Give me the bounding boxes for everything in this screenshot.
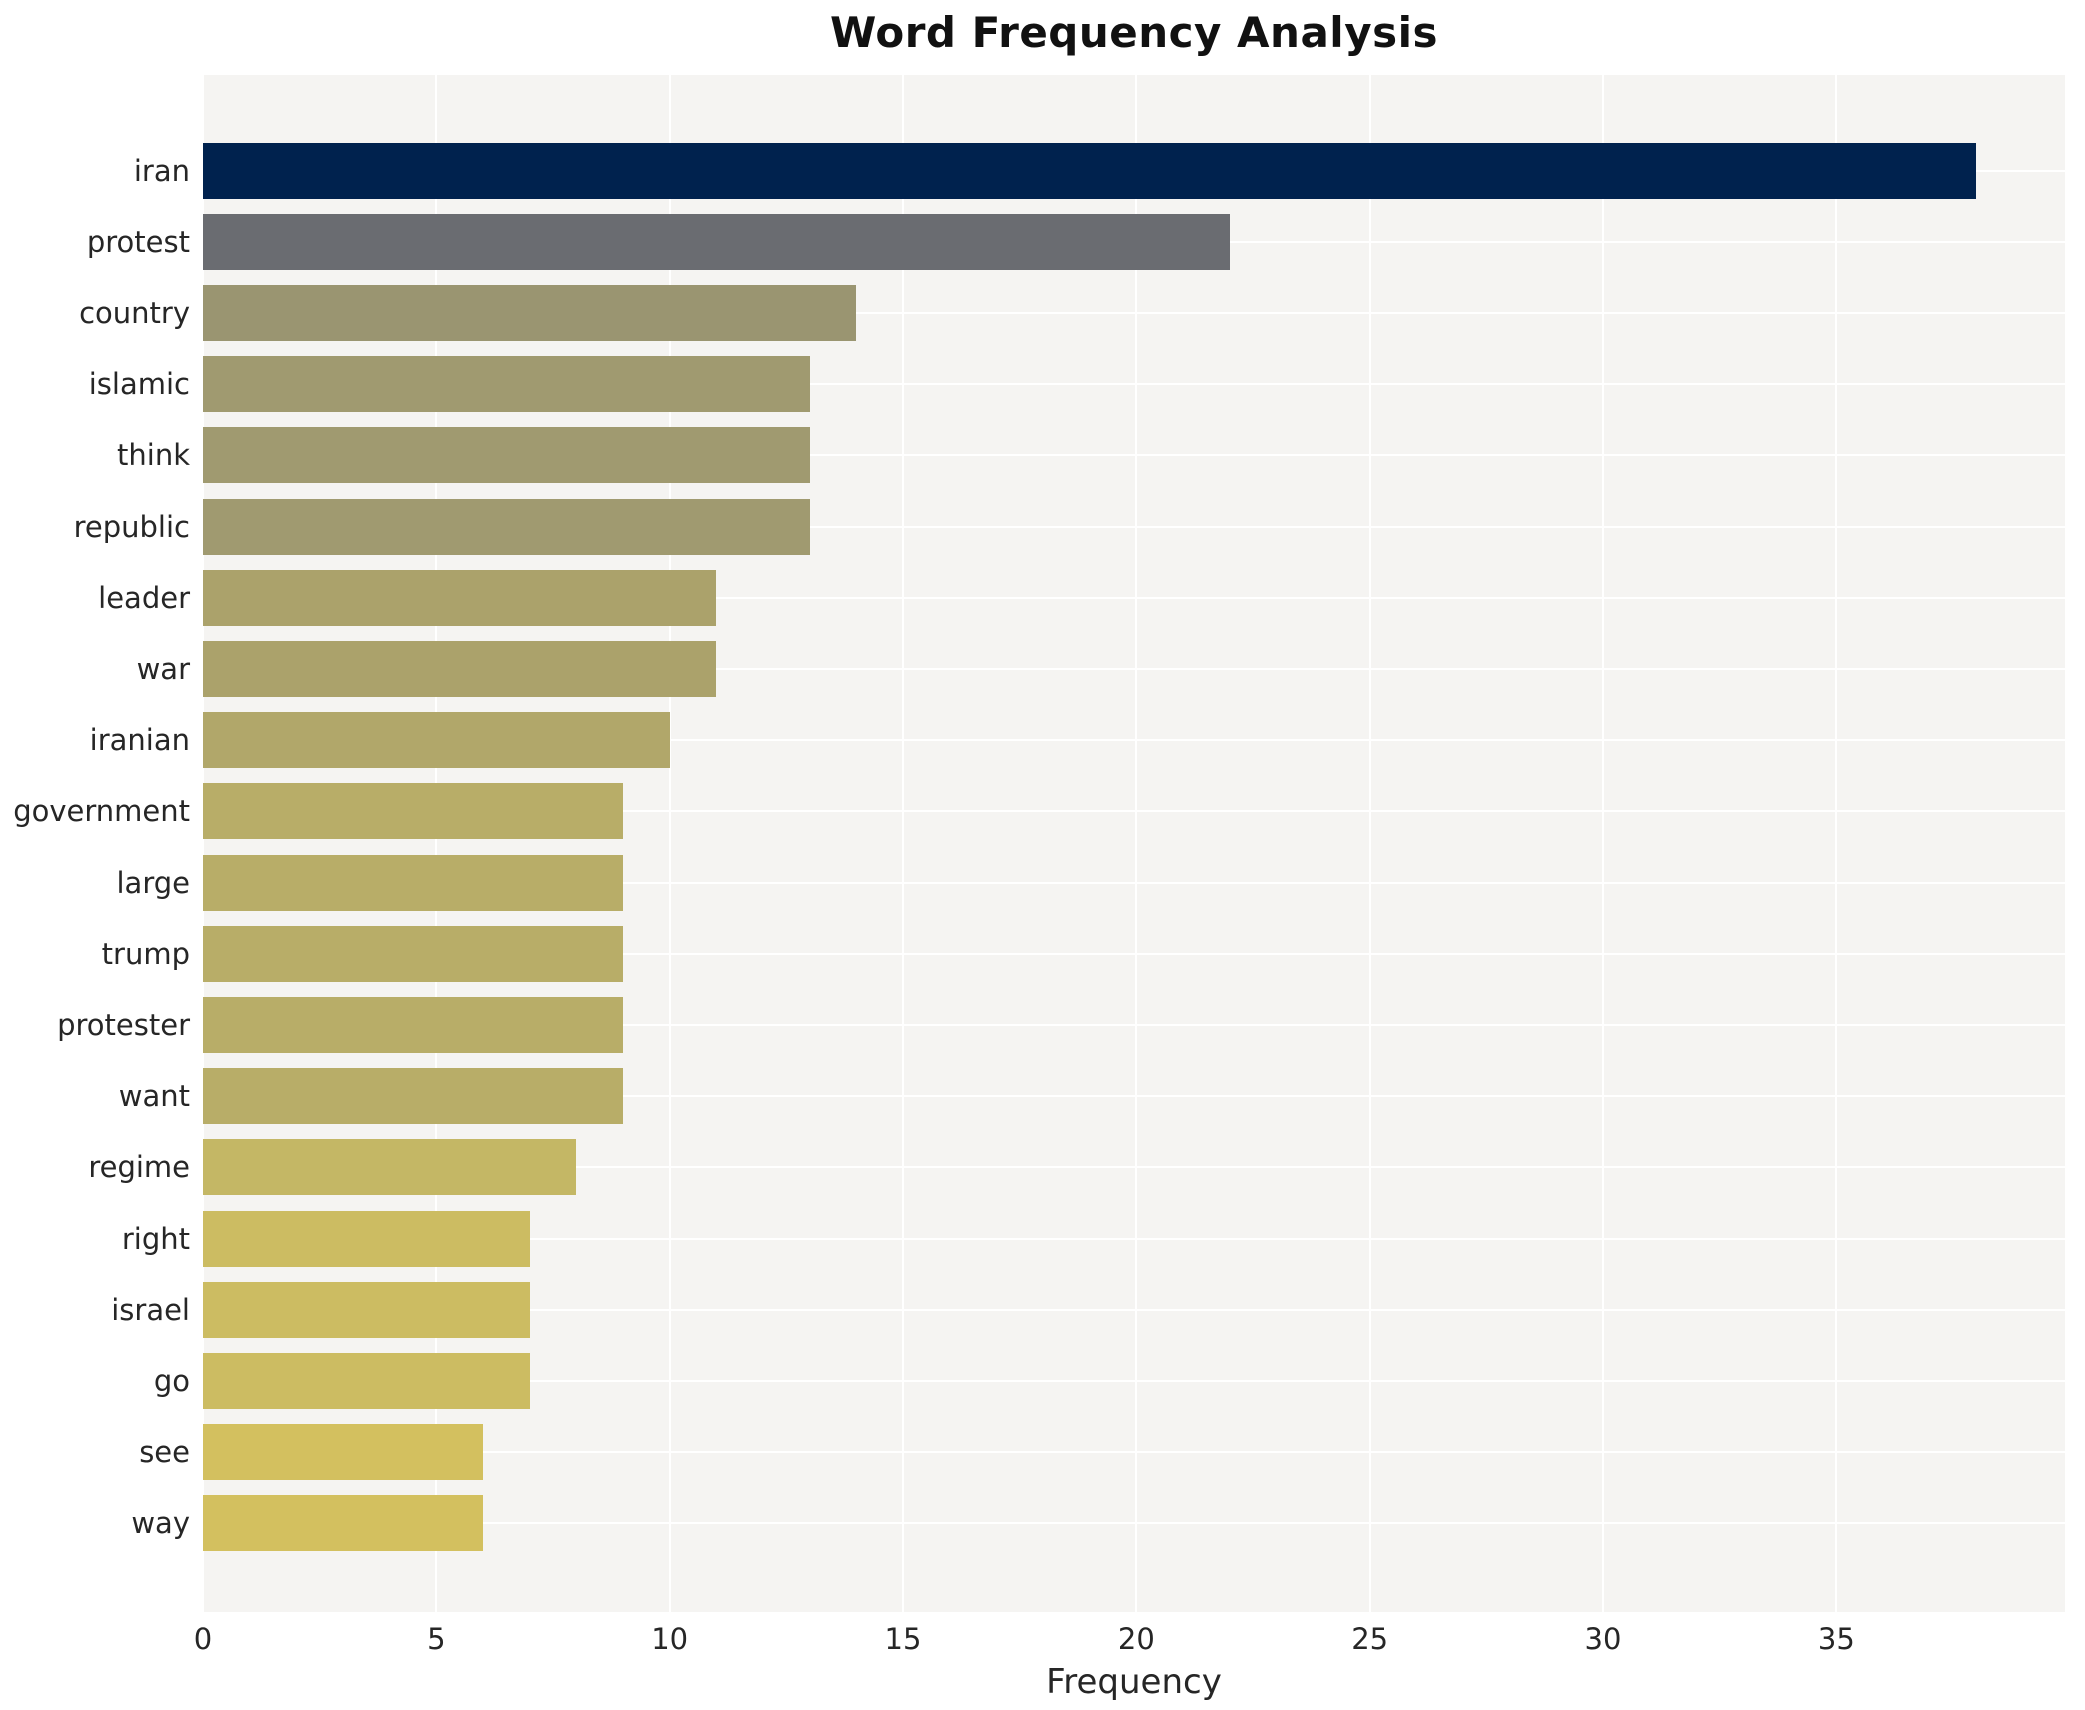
bar-country (203, 284, 857, 341)
x-gridline (1835, 75, 1838, 1612)
x-axis-title: Frequency (1046, 1662, 1222, 1702)
bar-republic (203, 498, 810, 555)
bar-iran (203, 142, 1977, 199)
bar-leader (203, 569, 717, 626)
y-gridline (203, 739, 2065, 742)
y-gridline (203, 810, 2065, 813)
y-gridline (203, 881, 2065, 884)
y-tick-label-see: see (139, 1435, 190, 1470)
y-gridline (203, 525, 2065, 528)
x-gridline (435, 75, 438, 1612)
x-tick-label-20: 20 (1117, 1622, 1155, 1656)
bar-right (203, 1210, 530, 1267)
x-gridline (902, 75, 904, 1612)
bar-think (203, 427, 810, 484)
x-gridline (668, 75, 671, 1612)
y-tick-label-protest: protest (86, 224, 190, 259)
y-gridline (203, 383, 2065, 386)
x-tick-label-5: 5 (427, 1622, 446, 1656)
y-tick-label-regime: regime (88, 1150, 190, 1185)
x-tick-label-0: 0 (193, 1622, 213, 1656)
bar-want (203, 1068, 623, 1125)
y-gridline (203, 1166, 2065, 1169)
y-tick-label-right: right (121, 1221, 190, 1256)
x-gridline (1368, 75, 1371, 1612)
x-tick-label-25: 25 (1351, 1622, 1389, 1656)
y-gridline (203, 667, 2065, 670)
x-axis-ticks: 0 5 10 15 20 25 30 35 (194, 1622, 2065, 1662)
y-gridline (203, 1379, 2065, 1382)
y-tick-label-think: think (117, 438, 190, 473)
y-gridline (203, 952, 2065, 955)
x-gridline (1135, 75, 1138, 1612)
x-tick-label-30: 30 (1584, 1622, 1622, 1656)
bar-government (203, 783, 623, 840)
y-tick-label-iranian: iranian (89, 723, 190, 758)
bar-islamic (203, 356, 810, 413)
bar-iranian (203, 712, 670, 769)
y-gridline (203, 1522, 2065, 1525)
chart-title: Word Frequency Analysis (830, 8, 1438, 57)
y-tick-label-country: country (79, 295, 190, 330)
bar-protester (203, 996, 623, 1053)
y-tick-label-islamic: islamic (88, 367, 190, 402)
y-tick-label-trump: trump (101, 936, 190, 971)
y-gridline (203, 454, 2065, 457)
bar-large (203, 854, 623, 911)
y-axis-labels: iran protest country islamic think republic le… (0, 75, 190, 1612)
y-gridline (203, 1308, 2065, 1311)
y-gridline (203, 1023, 2065, 1026)
bar-trump (203, 925, 623, 982)
y-tick-label-republic: republic (73, 509, 190, 544)
y-gridline (203, 1237, 2065, 1240)
y-gridline (203, 1095, 2065, 1098)
x-tick-label-10: 10 (651, 1622, 689, 1656)
y-tick-label-large: large (116, 865, 191, 900)
bar-way (203, 1495, 483, 1552)
y-gridline (203, 311, 2065, 314)
bar-protest (203, 213, 1230, 270)
bar-war (203, 640, 717, 697)
y-gridline (203, 596, 2065, 599)
y-tick-label-way: way (131, 1506, 190, 1541)
y-tick-label-government: government (13, 794, 190, 829)
y-tick-label-iran: iran (133, 153, 190, 188)
y-tick-label-go: go (153, 1363, 190, 1398)
y-tick-label-want: want (118, 1079, 190, 1114)
y-gridline (203, 1451, 2065, 1454)
y-tick-label-israel: israel (111, 1292, 190, 1327)
y-tick-label-protester: protester (57, 1007, 190, 1042)
bar-go (203, 1352, 530, 1409)
bar-see (203, 1424, 483, 1481)
y-tick-label-war: war (136, 651, 190, 686)
y-tick-label-leader: leader (98, 580, 190, 615)
plot-area (202, 75, 2065, 1612)
x-tick-label-35: 35 (1817, 1622, 1855, 1656)
x-gridline (202, 75, 204, 1612)
x-gridline (1602, 75, 1604, 1612)
x-tick-label-15: 15 (884, 1622, 922, 1656)
bar-regime (203, 1139, 577, 1196)
bar-israel (203, 1281, 530, 1338)
